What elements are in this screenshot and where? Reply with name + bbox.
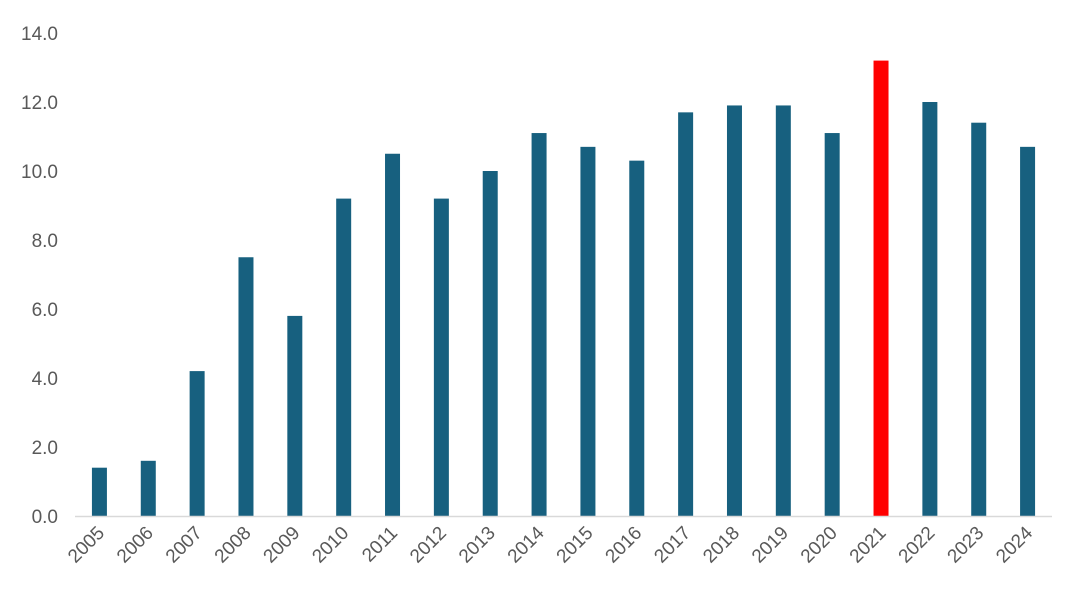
- bar-2008: [238, 257, 254, 516]
- x-tick-label: 2012: [406, 523, 451, 568]
- bar-2022: [922, 102, 938, 516]
- x-tick-label: 2013: [455, 523, 500, 568]
- x-tick-label: 2011: [358, 523, 402, 567]
- bar-2014: [531, 133, 547, 517]
- bar-highlight-2021: [873, 60, 889, 516]
- bar-2024: [1020, 146, 1036, 516]
- bar-2011: [385, 153, 401, 516]
- x-tick-label: 2009: [260, 523, 305, 568]
- y-tick-label: 2.0: [32, 438, 58, 459]
- bar-2005: [91, 467, 107, 516]
- y-tick-label: 10.0: [21, 162, 58, 183]
- x-tick-label: 2023: [944, 523, 989, 568]
- x-tick-label: 2019: [748, 523, 793, 568]
- x-tick-label: 2022: [895, 523, 940, 568]
- y-tick-label: 8.0: [32, 231, 58, 252]
- bar-2015: [580, 146, 596, 516]
- y-tick-label: 6.0: [32, 300, 58, 321]
- bar-2020: [824, 133, 840, 517]
- y-tick-label: 12.0: [21, 93, 58, 114]
- bar-2019: [775, 105, 791, 516]
- bar-2013: [482, 171, 498, 516]
- bar-2017: [678, 112, 694, 516]
- x-tick-label: 2008: [211, 523, 256, 568]
- x-tick-label: 2017: [650, 523, 695, 568]
- x-tick-label: 2006: [113, 523, 158, 568]
- x-tick-label: 2024: [992, 522, 1037, 567]
- x-tick-label: 2010: [308, 523, 353, 568]
- x-tick-label: 2016: [602, 523, 647, 568]
- x-tick-label: 2020: [797, 523, 842, 568]
- bar-2012: [433, 198, 449, 516]
- y-tick-label: 14.0: [21, 24, 58, 45]
- x-tick-label: 2014: [504, 522, 549, 567]
- bar-2018: [726, 105, 742, 516]
- x-tick-label: 2007: [162, 523, 207, 568]
- x-tick-label: 2021: [846, 523, 891, 568]
- x-tick-label: 2015: [553, 523, 598, 568]
- bar-2009: [287, 315, 303, 516]
- bar-2007: [189, 371, 205, 516]
- bar-2016: [629, 160, 645, 516]
- y-tick-label: 4.0: [32, 369, 58, 390]
- bar-2006: [140, 460, 156, 516]
- bar-2010: [336, 198, 352, 516]
- y-tick-label: 0.0: [32, 507, 58, 528]
- bar-2023: [971, 122, 987, 516]
- x-tick-label: 2018: [699, 523, 744, 568]
- x-tick-label: 2005: [64, 523, 109, 568]
